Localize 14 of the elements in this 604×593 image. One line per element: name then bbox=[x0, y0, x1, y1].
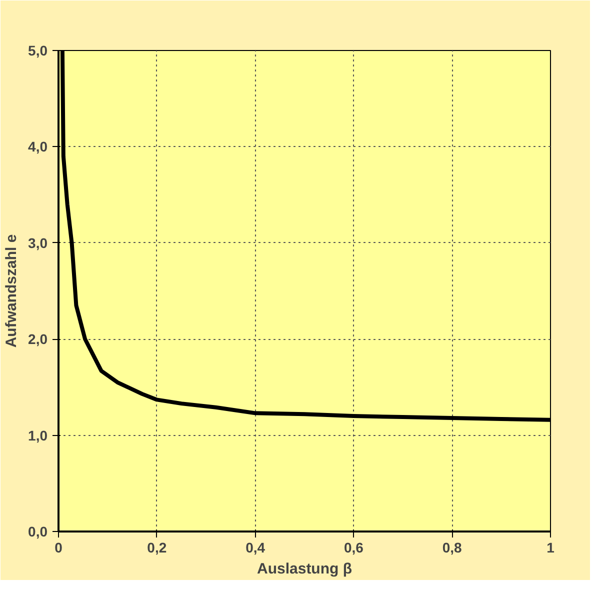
x-axis-title: Auslastung β bbox=[257, 560, 352, 578]
y-tick-label: 4,0 bbox=[28, 138, 48, 155]
x-tick-label: 1 bbox=[546, 540, 555, 556]
y-axis-title: Aufwandszahl e bbox=[3, 234, 20, 348]
y-tick-label: 1,0 bbox=[28, 427, 48, 444]
y-tick-label: 5,0 bbox=[28, 42, 48, 58]
x-tick-label: 0,2 bbox=[147, 540, 167, 556]
x-tick-label: 0,8 bbox=[442, 540, 462, 556]
y-tick-label: 3,0 bbox=[28, 234, 48, 251]
x-tick-label: 0,6 bbox=[344, 540, 364, 556]
y-tick-label: 0,0 bbox=[28, 524, 48, 540]
x-tick-label: 0 bbox=[54, 540, 63, 556]
x-tick-label: 0,4 bbox=[246, 540, 266, 556]
y-tick-label: 2,0 bbox=[28, 331, 48, 348]
